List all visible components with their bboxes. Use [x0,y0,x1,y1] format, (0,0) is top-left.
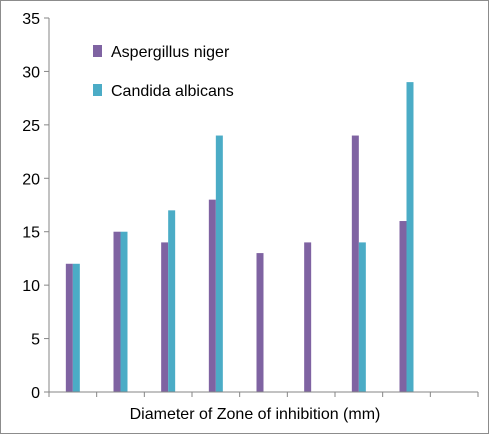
bar-candida-albicans-3 [168,210,176,392]
bar-candida-albicans-4 [215,135,223,393]
bar-aspergillus-niger-3 [161,242,169,392]
y-tick-label: 35 [22,11,40,28]
bars [65,82,414,393]
y-tick-label: 5 [31,332,40,349]
legend-label-candida-albicans: Candida albicans [111,83,234,100]
bar-aspergillus-niger-5 [256,253,264,392]
y-tick-label: 15 [22,225,40,242]
bar-candida-albicans-7 [358,242,366,392]
y-tick-label: 30 [22,64,40,81]
bar-aspergillus-niger-4 [208,199,216,392]
bar-aspergillus-niger-6 [304,242,312,392]
x-axis-title: Diameter of Zone of inhibition (mm) [130,406,381,423]
bar-candida-albicans-1 [72,263,80,392]
bar-candida-albicans-8 [406,82,414,392]
bar-candida-albicans-2 [120,231,128,392]
y-tick-label: 20 [22,171,40,188]
legend-swatch-aspergillus-niger [93,45,102,57]
legend-swatch-candida-albicans [93,84,102,96]
bar-aspergillus-niger-1 [65,263,73,392]
y-tick-label: 10 [22,278,40,295]
bar-aspergillus-niger-7 [351,135,359,393]
y-tick-label: 0 [31,385,40,402]
legend-label-aspergillus-niger: Aspergillus niger [111,44,230,61]
legend: Aspergillus niger Candida albicans [93,44,234,100]
bar-aspergillus-niger-8 [399,221,407,392]
y-axis-ticks: 0 5 10 15 20 25 30 35 [22,11,49,402]
y-tick-label: 25 [22,118,40,135]
x-axis-ticks [48,392,479,397]
bar-aspergillus-niger-2 [113,231,121,392]
